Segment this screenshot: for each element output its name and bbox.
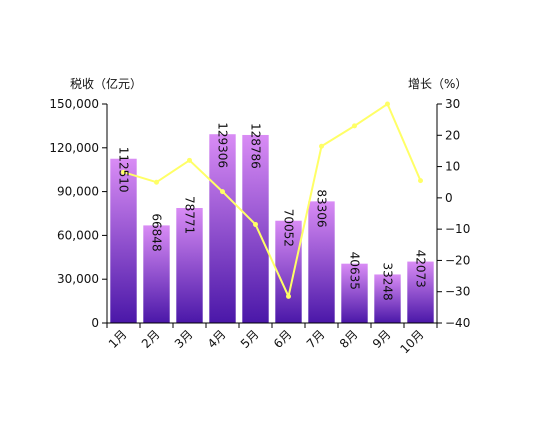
growth-point [154,179,159,185]
right-axis-title: 增长（%） [408,77,467,91]
growth-point [385,101,390,107]
right-tick-label: −20 [445,253,470,267]
bar-data-label: 33248 [381,262,395,300]
bar-data-label: 70052 [282,209,296,247]
growth-line-layer [121,101,423,299]
bar [308,201,335,323]
bar-data-label: 40635 [348,252,362,290]
growth-point [319,143,324,149]
growth-point [187,157,192,163]
left-tick-label: 60,000 [57,228,99,242]
bar [110,158,137,323]
growth-point [220,189,225,195]
left-tick-label: 90,000 [57,185,99,199]
left-tick-label: 30,000 [57,272,99,286]
x-tick-label: 6月 [271,327,295,351]
right-tick-label: −30 [445,285,470,299]
data-labels-layer: 112510 66848 78771 129306 128786 70052 83306 40… [117,122,428,300]
bar-data-label: 128786 [249,123,263,169]
right-tick-label: −40 [445,316,470,330]
bar [407,261,434,323]
x-tick-label: 4月 [205,327,229,351]
x-tick-label: 7月 [304,327,328,351]
bar-data-label: 129306 [216,122,230,168]
x-tick-label: 5月 [238,327,262,351]
bar-data-label: 83306 [315,189,329,227]
bar-data-label: 42073 [414,250,428,288]
left-tick-label: 0 [91,316,99,330]
x-tick-label: 3月 [172,327,196,351]
x-tick-label: 9月 [370,327,394,351]
right-tick-label: 10 [445,160,460,174]
bars-layer [110,134,434,323]
bar [374,274,401,323]
growth-point [286,293,291,299]
right-tick-label: 30 [445,97,460,111]
bar [341,263,368,323]
growth-line [123,103,422,298]
growth-point [418,178,423,184]
right-tick-label: −10 [445,222,470,236]
growth-point [253,221,258,227]
left-tick-label: 150,000 [49,97,99,111]
bar [143,225,170,323]
bar [275,220,302,323]
bar-data-label: 66848 [150,213,164,251]
right-tick-label: 0 [445,191,453,205]
bar [176,207,203,323]
bar [209,134,236,323]
bar [242,134,269,323]
x-tick-label: 2月 [139,327,163,351]
x-tick-label: 8月 [337,327,361,351]
x-tick-label: 1月 [106,327,130,351]
bar-data-label: 112510 [117,147,131,193]
left-axis-title: 税收（亿元） [70,76,142,91]
growth-point [352,123,357,129]
growth-point [121,169,126,175]
left-tick-label: 120,000 [49,141,99,155]
bar-data-label: 78771 [183,196,197,234]
right-tick-label: 20 [445,128,460,142]
x-tick-label: 10月 [397,327,426,356]
